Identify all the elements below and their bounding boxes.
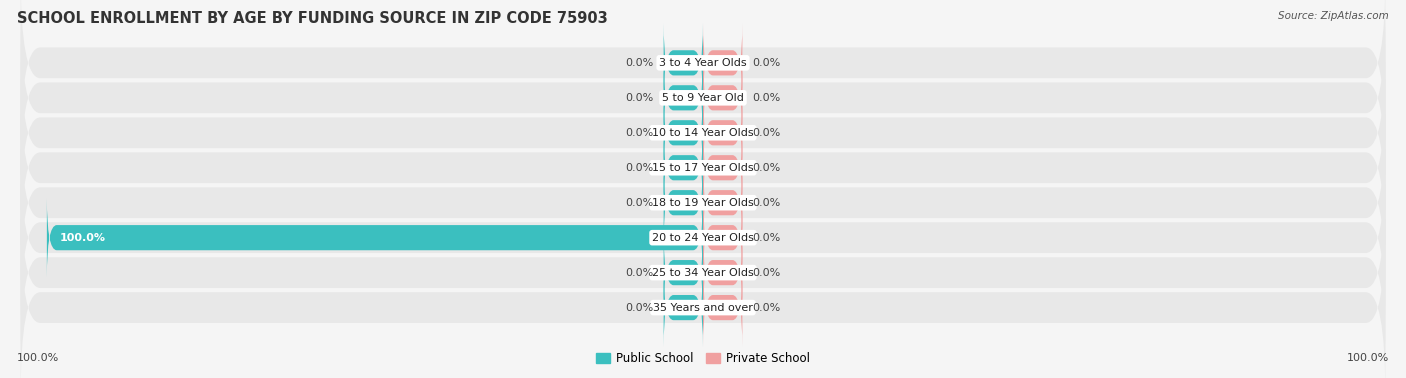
Text: 18 to 19 Year Olds: 18 to 19 Year Olds xyxy=(652,198,754,208)
Text: 20 to 24 Year Olds: 20 to 24 Year Olds xyxy=(652,233,754,243)
FancyBboxPatch shape xyxy=(703,233,742,313)
Text: 0.0%: 0.0% xyxy=(752,58,780,68)
Text: 0.0%: 0.0% xyxy=(626,303,654,313)
FancyBboxPatch shape xyxy=(21,218,1385,378)
Text: 0.0%: 0.0% xyxy=(626,128,654,138)
FancyBboxPatch shape xyxy=(703,58,742,138)
FancyBboxPatch shape xyxy=(21,113,1385,292)
Text: 0.0%: 0.0% xyxy=(626,268,654,277)
FancyBboxPatch shape xyxy=(703,198,742,277)
FancyBboxPatch shape xyxy=(664,128,703,208)
Text: 100.0%: 100.0% xyxy=(60,233,105,243)
Text: 5 to 9 Year Old: 5 to 9 Year Old xyxy=(662,93,744,103)
Legend: Public School, Private School: Public School, Private School xyxy=(592,347,814,370)
FancyBboxPatch shape xyxy=(21,78,1385,257)
Text: 0.0%: 0.0% xyxy=(752,268,780,277)
Text: 0.0%: 0.0% xyxy=(626,163,654,173)
FancyBboxPatch shape xyxy=(21,183,1385,362)
FancyBboxPatch shape xyxy=(664,58,703,138)
Text: 35 Years and over: 35 Years and over xyxy=(652,303,754,313)
FancyBboxPatch shape xyxy=(21,0,1385,152)
FancyBboxPatch shape xyxy=(46,198,703,277)
FancyBboxPatch shape xyxy=(21,148,1385,327)
Text: 0.0%: 0.0% xyxy=(752,93,780,103)
FancyBboxPatch shape xyxy=(664,23,703,103)
Text: Source: ZipAtlas.com: Source: ZipAtlas.com xyxy=(1278,11,1389,21)
Text: 0.0%: 0.0% xyxy=(626,58,654,68)
Text: 25 to 34 Year Olds: 25 to 34 Year Olds xyxy=(652,268,754,277)
FancyBboxPatch shape xyxy=(664,163,703,243)
FancyBboxPatch shape xyxy=(703,128,742,208)
FancyBboxPatch shape xyxy=(664,233,703,313)
FancyBboxPatch shape xyxy=(703,268,742,347)
Text: 0.0%: 0.0% xyxy=(752,303,780,313)
FancyBboxPatch shape xyxy=(21,43,1385,222)
Text: 100.0%: 100.0% xyxy=(1347,353,1389,363)
FancyBboxPatch shape xyxy=(703,163,742,243)
Text: 0.0%: 0.0% xyxy=(752,163,780,173)
FancyBboxPatch shape xyxy=(703,23,742,103)
FancyBboxPatch shape xyxy=(664,268,703,347)
Text: 10 to 14 Year Olds: 10 to 14 Year Olds xyxy=(652,128,754,138)
Text: 0.0%: 0.0% xyxy=(752,233,780,243)
FancyBboxPatch shape xyxy=(703,93,742,173)
Text: 0.0%: 0.0% xyxy=(752,198,780,208)
FancyBboxPatch shape xyxy=(664,93,703,173)
Text: 0.0%: 0.0% xyxy=(626,198,654,208)
Text: 3 to 4 Year Olds: 3 to 4 Year Olds xyxy=(659,58,747,68)
Text: 15 to 17 Year Olds: 15 to 17 Year Olds xyxy=(652,163,754,173)
Text: SCHOOL ENROLLMENT BY AGE BY FUNDING SOURCE IN ZIP CODE 75903: SCHOOL ENROLLMENT BY AGE BY FUNDING SOUR… xyxy=(17,11,607,26)
Text: 0.0%: 0.0% xyxy=(752,128,780,138)
FancyBboxPatch shape xyxy=(21,8,1385,187)
Text: 100.0%: 100.0% xyxy=(17,353,59,363)
Text: 0.0%: 0.0% xyxy=(626,93,654,103)
